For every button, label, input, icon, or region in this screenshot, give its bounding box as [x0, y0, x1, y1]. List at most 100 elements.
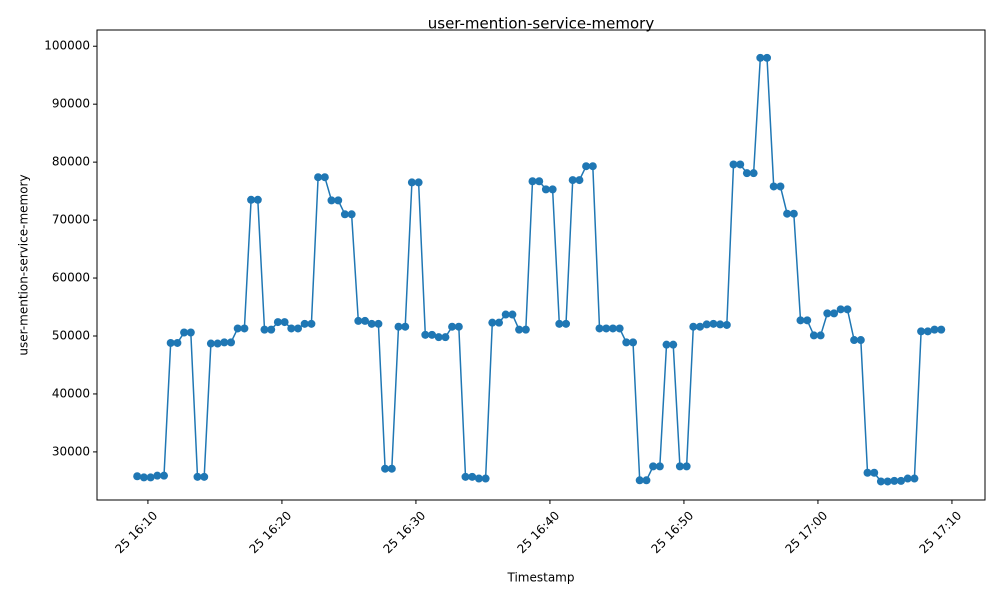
x-tick-label: 25 16:50 [648, 508, 696, 556]
data-point [910, 474, 919, 483]
data-point [340, 210, 349, 219]
data-point [508, 310, 517, 319]
data-point [240, 324, 249, 333]
y-axis-label: user-mention-service-memory [17, 174, 31, 355]
data-point [434, 333, 443, 342]
data-point [227, 338, 236, 347]
data-point [474, 474, 483, 483]
data-point [722, 320, 731, 329]
data-point [267, 325, 276, 334]
data-point [166, 338, 175, 347]
data-point [501, 310, 510, 319]
data-point [535, 177, 544, 186]
data-point [334, 196, 343, 205]
y-tick-label: 30000 [52, 444, 90, 458]
chart-title: user-mention-service-memory [428, 15, 655, 33]
data-point [903, 474, 912, 483]
data-point [809, 331, 818, 340]
data-point [675, 462, 684, 471]
data-point [441, 333, 450, 342]
data-point [937, 325, 946, 334]
data-point [729, 160, 738, 169]
data-point [568, 176, 577, 185]
data-point [307, 319, 316, 328]
data-point [495, 318, 504, 327]
data-point [796, 316, 805, 325]
data-point [696, 322, 705, 331]
data-line [137, 57, 942, 483]
data-point [595, 324, 604, 333]
data-point [756, 53, 765, 62]
data-point [702, 320, 711, 329]
data-point [749, 169, 758, 178]
data-point [575, 176, 584, 185]
data-point [763, 53, 772, 62]
y-tick-label: 50000 [52, 328, 90, 342]
data-point [515, 325, 524, 334]
data-point [387, 464, 396, 473]
data-point [642, 476, 651, 485]
data-point [448, 322, 457, 331]
data-point [233, 324, 242, 333]
data-point [783, 209, 792, 218]
data-point [649, 462, 658, 471]
data-point [287, 324, 296, 333]
x-tick-label: 25 16:20 [246, 508, 294, 556]
data-point [890, 476, 899, 485]
data-point [407, 178, 416, 187]
data-point [769, 182, 778, 191]
data-point [160, 471, 169, 480]
data-point [870, 468, 879, 477]
data-point [401, 322, 410, 331]
data-point [347, 210, 356, 219]
data-point [662, 340, 671, 349]
data-point [883, 477, 892, 486]
data-point [193, 472, 202, 481]
data-point [528, 177, 537, 186]
data-point [541, 185, 550, 194]
data-point [843, 305, 852, 314]
data-point [247, 195, 256, 204]
data-point [280, 318, 289, 327]
data-point [180, 328, 189, 337]
data-point [146, 473, 155, 482]
data-point [153, 471, 162, 480]
data-point [374, 319, 383, 328]
data-point [454, 322, 463, 331]
data-point [856, 336, 865, 345]
data-point [461, 472, 470, 481]
data-point [361, 316, 370, 325]
data-point [608, 324, 617, 333]
y-tick-label: 90000 [52, 97, 90, 111]
data-point [803, 316, 812, 325]
data-point [863, 468, 872, 477]
data-point [260, 325, 269, 334]
y-tick-label: 40000 [52, 386, 90, 400]
data-point [253, 195, 262, 204]
data-point [381, 464, 390, 473]
x-tick-label: 25 16:30 [380, 508, 428, 556]
data-point [682, 462, 691, 471]
data-point [923, 327, 932, 336]
data-point [622, 338, 631, 347]
data-point [414, 178, 423, 187]
data-point [823, 309, 832, 318]
data-point [300, 319, 309, 328]
data-point [354, 316, 363, 325]
data-point [629, 338, 638, 347]
data-point [582, 162, 591, 171]
data-point [327, 196, 336, 205]
data-point [468, 472, 477, 481]
data-point [200, 472, 209, 481]
data-point [294, 324, 303, 333]
data-point [173, 338, 182, 347]
plot-frame [96, 29, 986, 501]
data-point [394, 322, 403, 331]
data-point [917, 327, 926, 336]
y-tick-label: 70000 [52, 213, 90, 227]
data-point [421, 330, 430, 339]
data-point [428, 330, 437, 339]
data-point [709, 319, 718, 328]
data-point [716, 320, 725, 329]
